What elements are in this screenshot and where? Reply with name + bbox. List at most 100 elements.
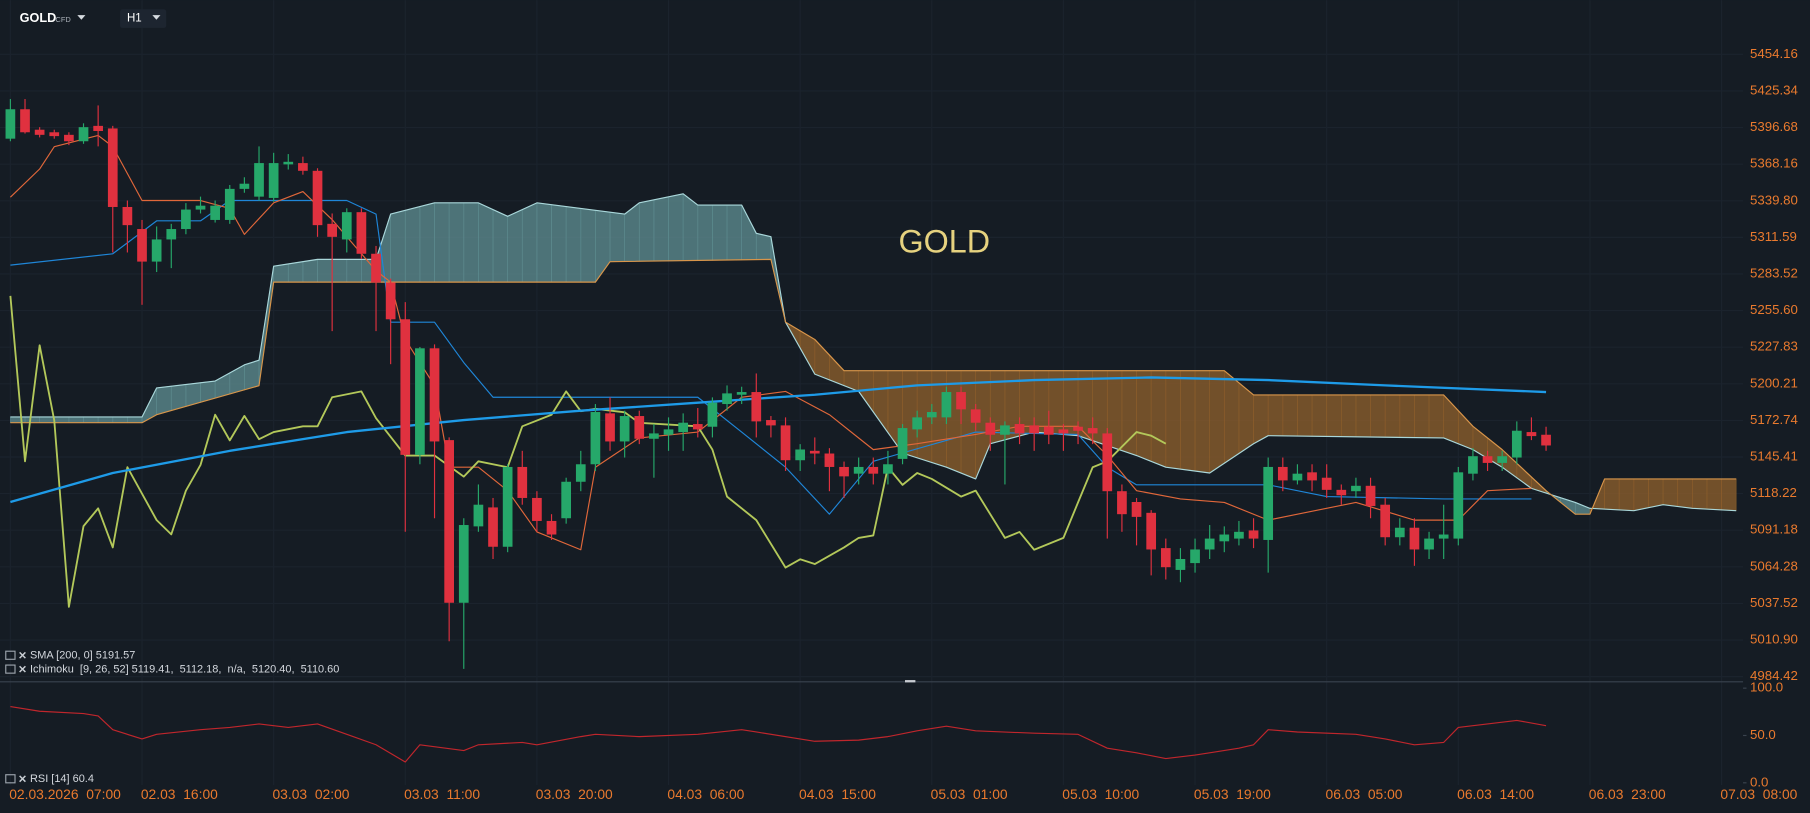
x-tick-label: 07.03 08:00 [1720,786,1797,802]
candle-body [590,412,601,465]
candles [5,99,1551,669]
candle-body [5,109,16,139]
x-tick-label: 06.03 05:00 [1326,786,1403,802]
cloud-fill [609,211,626,263]
candle-body [1117,491,1127,515]
cloud-fill [697,204,713,261]
cloud-fill [463,202,479,283]
candle-body [444,440,455,603]
cloud-fill [653,196,669,262]
cloud-fill [1414,394,1430,439]
legend-close[interactable] [19,665,26,673]
candle-body [137,229,147,262]
candle-body [1292,473,1303,481]
y-tick-label: 5091.18 [1750,522,1798,537]
cloud-fill [712,204,728,261]
candle-body [985,422,996,435]
x-tick-label: 03.03 20:00 [536,786,613,802]
candle-body [1380,504,1391,538]
cloud-fill [1121,370,1137,457]
cloud-fill [960,370,977,480]
x-tick-label: 06.03 14:00 [1457,786,1534,802]
candle-body [268,163,279,198]
candle-body [634,416,645,439]
cloud-fill [1311,394,1328,437]
candle-body [1146,512,1157,550]
candle-body [1263,466,1274,540]
candle-body [298,163,308,171]
cloud-fill [156,385,172,416]
legend-rsi: RSI [14] 60.4 [30,773,94,785]
cloud-fill [1384,394,1401,438]
candle-body [254,163,264,197]
cloud-fill [10,416,26,424]
cloud-fill [536,202,552,283]
candle-body [1482,456,1493,463]
cloud-fill [1662,478,1679,507]
pane-handle[interactable] [905,680,916,683]
ichimoku-cloud [10,193,1737,515]
rsi-tick-label: 50.0 [1750,727,1776,742]
cloud-fill [580,208,596,283]
chikou-line [9,295,1167,608]
candle-body [1131,502,1142,517]
cloud-fill [521,202,538,283]
x-tick-label: 05.03 01:00 [931,786,1008,802]
y-tick-label: 5454.16 [1750,46,1798,61]
cloud-fill [404,206,421,283]
cloud-fill [1136,370,1152,462]
candle-body [561,481,572,519]
cloud-fill [390,209,406,283]
candle-body [532,497,542,521]
candle-body [619,416,630,442]
candle-body [210,205,220,220]
x-tick-label: 02.03.2026 07:00 [9,786,121,802]
legend-icon[interactable] [5,774,16,784]
candle-body [78,127,89,142]
y-tick-label: 5172.74 [1750,412,1798,427]
candle-body [458,525,469,603]
candle-body [1043,426,1054,435]
rsi-tick-label: 100.0 [1750,680,1783,695]
cloud-fill [317,259,333,283]
candle-body [736,392,747,395]
candle-body [692,424,703,430]
candle-body [400,319,411,455]
y-tick-label: 5255.60 [1750,302,1798,317]
candle-body [1219,534,1230,542]
candle-body [385,282,396,320]
symbol[interactable]: GOLD [20,11,57,25]
candle-body [93,125,103,131]
y-tick-label: 5010.90 [1750,632,1798,647]
y-tick-label: 5037.52 [1750,595,1798,610]
legend-sma: SMA [200, 0] 5191.57 [30,650,135,662]
cloud-fill [83,416,99,424]
candle-body [1029,425,1040,434]
legend-icon[interactable] [5,650,16,660]
symbol-dropdown[interactable] [77,15,86,20]
candle-body [1190,549,1200,564]
timeframe-box[interactable] [120,9,167,28]
legend-icon[interactable] [5,664,16,674]
x-tick-label: 04.03 06:00 [667,786,744,802]
watermark: GOLD [898,223,990,259]
candle-body [356,212,367,254]
legend-close[interactable] [19,775,26,783]
candle-body [151,239,162,262]
candle-body [502,466,513,547]
candle-body [1248,530,1259,539]
candle-body [1424,538,1434,550]
candle-body [809,450,820,454]
candle-body [1526,432,1537,437]
cloud-fill [1648,478,1664,509]
timeframe-dropdown[interactable] [152,15,161,20]
cloud-fill [1326,394,1342,437]
cloud-fill [448,202,465,283]
cloud-fill [419,202,435,283]
cloud-fill [346,259,362,283]
candle-body [1409,527,1420,550]
timeframe[interactable]: H1 [127,13,142,25]
legend-close[interactable] [19,651,26,659]
candle-body [429,348,440,442]
